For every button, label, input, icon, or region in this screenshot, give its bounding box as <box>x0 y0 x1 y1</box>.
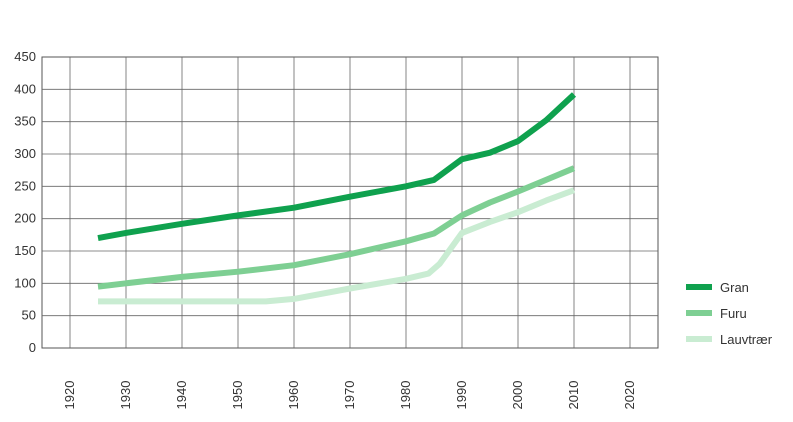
chart-legend: Gran Furu Lauvtrær <box>686 280 773 347</box>
y-tick-label: 300 <box>14 146 36 161</box>
x-tick-label: 2000 <box>510 381 525 410</box>
x-tick-label: 2010 <box>566 381 581 410</box>
y-tick-label: 0 <box>29 340 36 355</box>
x-tick-label: 1960 <box>286 381 301 410</box>
y-tick-label: 250 <box>14 178 36 193</box>
series-line-gran <box>97 92 577 242</box>
series-line-furu <box>97 165 576 290</box>
legend-label: Lauvtrær <box>720 332 773 347</box>
x-axis-tick-labels: 1920 1930 1940 1950 1960 1970 1980 1990 2000 2010… <box>62 381 637 410</box>
y-tick-label: 100 <box>14 275 36 290</box>
x-tick-label: 1940 <box>174 381 189 410</box>
y-tick-label: 350 <box>14 114 36 129</box>
y-tick-label: 450 <box>14 49 36 64</box>
y-tick-label: 50 <box>22 308 36 323</box>
x-tick-label: 1930 <box>118 381 133 410</box>
series-line-lauvtrær <box>98 187 576 305</box>
y-tick-label: 200 <box>14 211 36 226</box>
x-tick-label: 1970 <box>342 381 357 410</box>
legend-label: Gran <box>720 280 749 295</box>
y-axis-tick-labels: 0 50 100 150 200 250 300 350 400 450 <box>14 49 36 355</box>
x-tick-label: 1920 <box>62 381 77 410</box>
x-tick-label: 1980 <box>398 381 413 410</box>
x-tick-label: 2020 <box>622 381 637 410</box>
x-tick-label: 1990 <box>454 381 469 410</box>
x-tick-label: 1950 <box>230 381 245 410</box>
y-tick-label: 150 <box>14 243 36 258</box>
legend-label: Furu <box>720 306 747 321</box>
y-tick-label: 400 <box>14 81 36 96</box>
chart-series-lines <box>97 92 577 305</box>
